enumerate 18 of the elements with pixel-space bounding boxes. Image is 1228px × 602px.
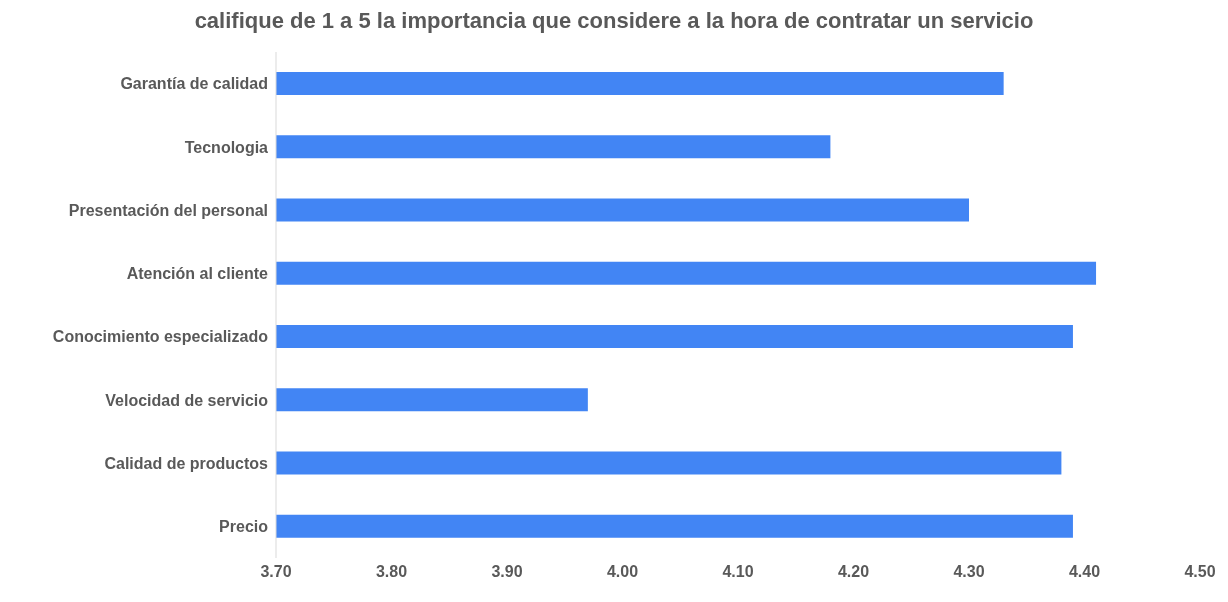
y-tick-label: Tecnologia — [184, 138, 269, 156]
y-tick-label: Presentación del personal — [68, 201, 268, 219]
x-tick-label: 4.10 — [722, 563, 754, 581]
y-tick-label: Conocimiento especializado — [52, 328, 269, 346]
x-tick-label: 3.90 — [491, 563, 523, 581]
x-tick-label: 4.40 — [1068, 563, 1101, 581]
y-tick-label: Atención al cliente — [126, 265, 269, 283]
x-tick-label: 3.80 — [375, 563, 408, 581]
y-tick-label: Precio — [219, 518, 269, 536]
x-tick-label: 4.30 — [953, 563, 985, 581]
x-tick-label: 4.20 — [837, 563, 870, 581]
y-tick-label: Garantía de calidad — [120, 75, 268, 93]
y-tick-label: Velocidad de servicio — [105, 391, 269, 409]
chart-title: califique de 1 a 5 la importancia que considere a la hora de contratar un servicio — [193, 8, 1035, 35]
x-tick-label: 3.70 — [260, 563, 292, 581]
y-tick-label: Calidad de productos — [104, 454, 269, 472]
x-tick-label: 4.50 — [1184, 563, 1216, 581]
x-tick-label: 4.00 — [606, 563, 639, 581]
